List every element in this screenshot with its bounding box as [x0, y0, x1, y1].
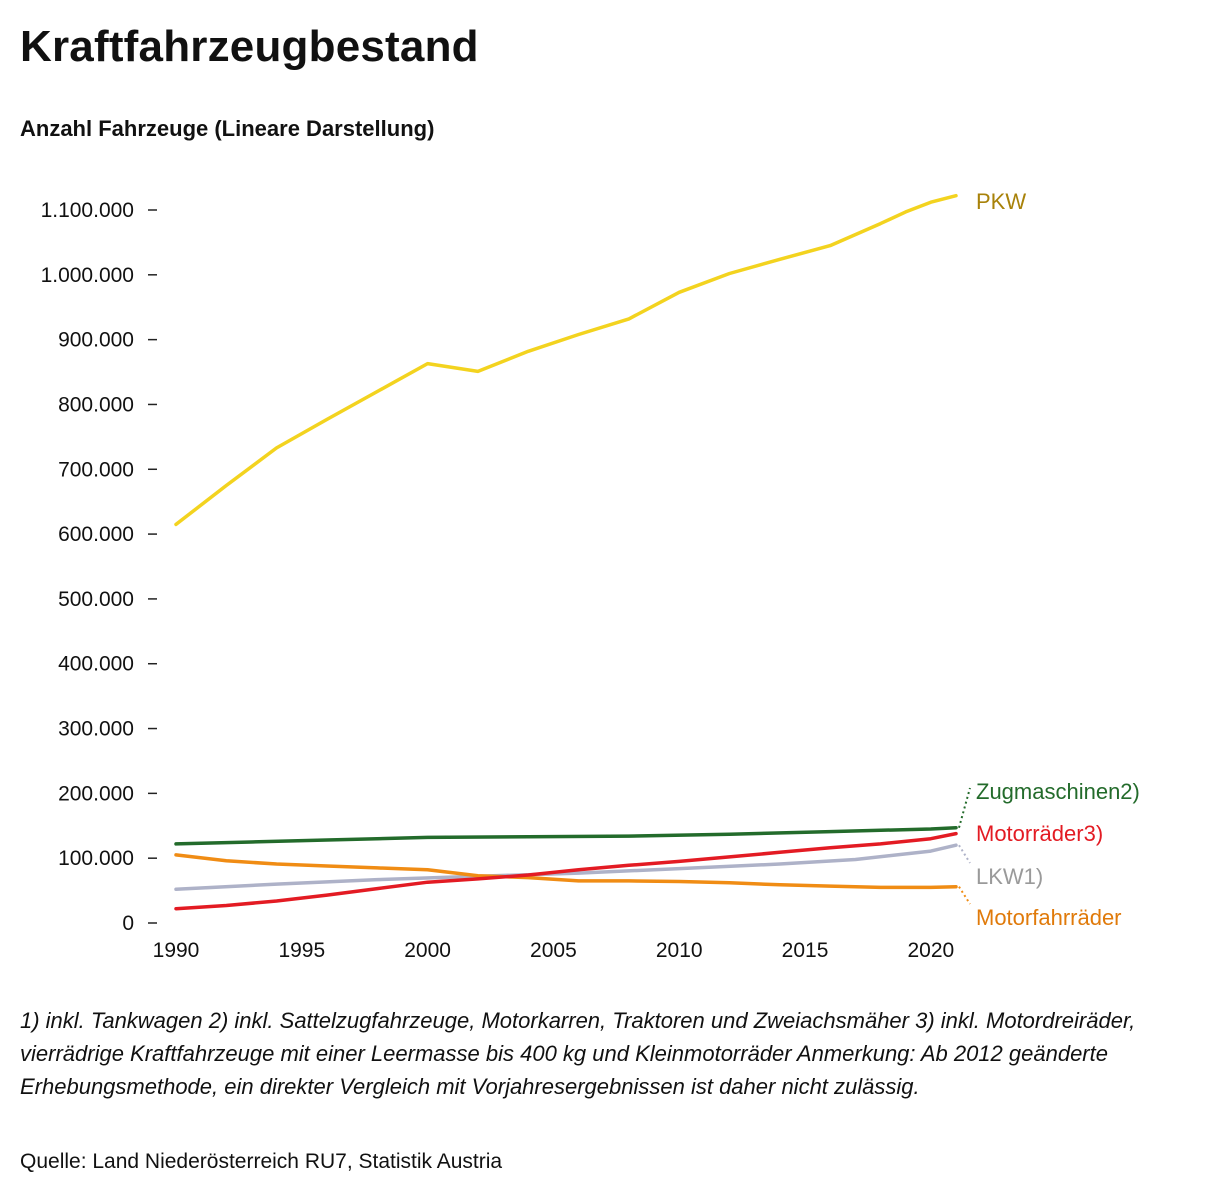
x-tick-label: 2015: [782, 939, 829, 962]
y-tick-label: 800.000: [58, 393, 134, 416]
series-labels: PKW Zugmaschinen2) Motorräder3) LKW1) Motorf…: [958, 189, 1140, 930]
x-tick-label: 2010: [656, 939, 703, 962]
series-label: Motorfahrräder: [976, 905, 1122, 930]
x-tick-label: 2000: [404, 939, 451, 962]
source-note: Quelle: Land Niederösterreich RU7, Stati…: [20, 1150, 503, 1173]
page-title: Kraftfahrzeugbestand: [20, 22, 479, 71]
series-leader-line: [958, 886, 971, 905]
y-tick-label: 900.000: [58, 329, 134, 352]
x-tick-label: 2020: [907, 939, 954, 962]
y-tick-label: 400.000: [58, 653, 134, 676]
y-tick-label: 100.000: [58, 847, 134, 870]
y-tick-label: 1.000.000: [41, 264, 134, 287]
x-axis: 1990 1995 2000 2005 2010 2015 2020: [153, 939, 955, 962]
x-tick-label: 1990: [153, 939, 200, 962]
footnote: 1) inkl. Tankwagen 2) inkl. Sattelzugfah…: [20, 1008, 1136, 1099]
y-tick-label: 700.000: [58, 458, 134, 481]
series-line-2: [174, 831, 958, 911]
chart-subtitle: Anzahl Fahrzeuge (Lineare Darstellung): [20, 116, 435, 141]
series-line-1: [174, 825, 958, 846]
series-lines: [174, 193, 958, 911]
y-tick-label: 600.000: [58, 523, 134, 546]
y-tick-label: 0: [122, 912, 134, 935]
y-tick-label: 500.000: [58, 588, 134, 611]
series-leader-line: [958, 787, 971, 828]
x-tick-label: 2005: [530, 939, 577, 962]
series-line-4: [174, 853, 958, 890]
series-label: LKW1): [976, 864, 1043, 889]
x-tick-label: 1995: [278, 939, 325, 962]
series-line-3: [174, 843, 958, 892]
y-tick-label: 200.000: [58, 782, 134, 805]
y-axis: 0 100.000 200.000 300.000 400.000 500.000 600.…: [41, 199, 157, 935]
series-line-0: [174, 193, 958, 527]
series-label: Zugmaschinen2): [976, 779, 1140, 804]
series-leader-line: [958, 844, 971, 864]
series-label: PKW: [976, 189, 1026, 214]
line-chart: 0 100.000 200.000 300.000 400.000 500.000 600.…: [41, 189, 1140, 962]
series-label: Motorräder3): [976, 821, 1103, 846]
y-tick-label: 300.000: [58, 718, 134, 741]
y-tick-label: 1.100.000: [41, 199, 134, 222]
